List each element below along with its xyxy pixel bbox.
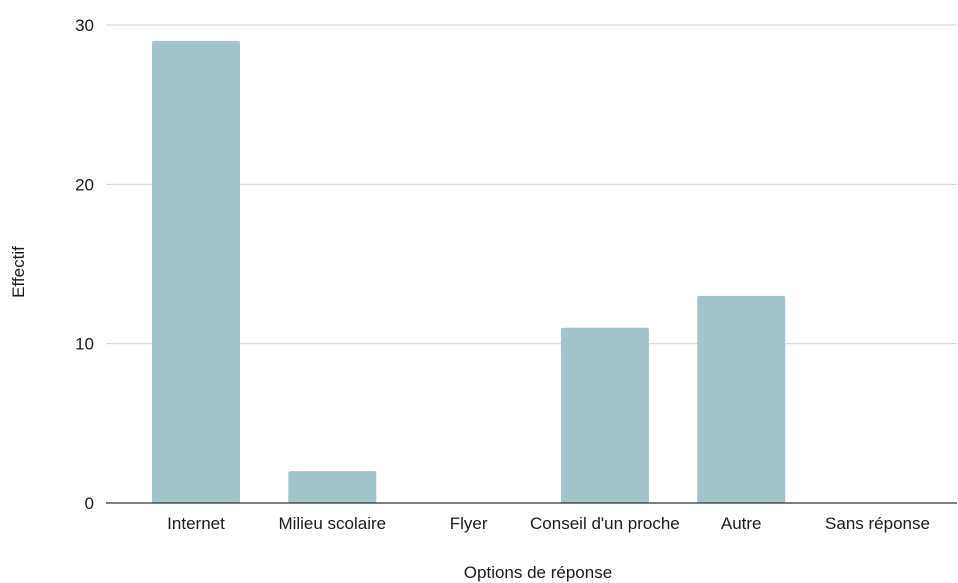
x-tick-label: Flyer [450,514,488,533]
y-axis-title: Effectif [9,246,28,298]
bar-conseil-d-un-proche [560,327,649,503]
y-tick-label: 20 [75,175,94,194]
gridlines [106,24,957,345]
bar-milieu-scolaire [288,471,377,503]
bar-autre [697,295,786,503]
y-tick-label: 10 [75,335,94,354]
x-axis-title: Options de réponse [464,563,612,582]
x-tick-label: Autre [721,514,762,533]
y-tick-label: 0 [85,494,94,513]
x-tick-label: Internet [167,514,225,533]
x-tick-label: Sans réponse [825,514,930,533]
y-tick-label: 30 [75,16,94,35]
y-axis-tick-labels: 0 10 20 30 [75,16,94,513]
x-tick-label: Milieu scolaire [278,514,386,533]
bars [152,40,786,503]
bar-internet [152,40,240,503]
x-axis-tick-labels: Internet Milieu scolaire Flyer Conseil d'un… [167,514,930,533]
x-tick-label: Conseil d'un proche [530,514,680,533]
